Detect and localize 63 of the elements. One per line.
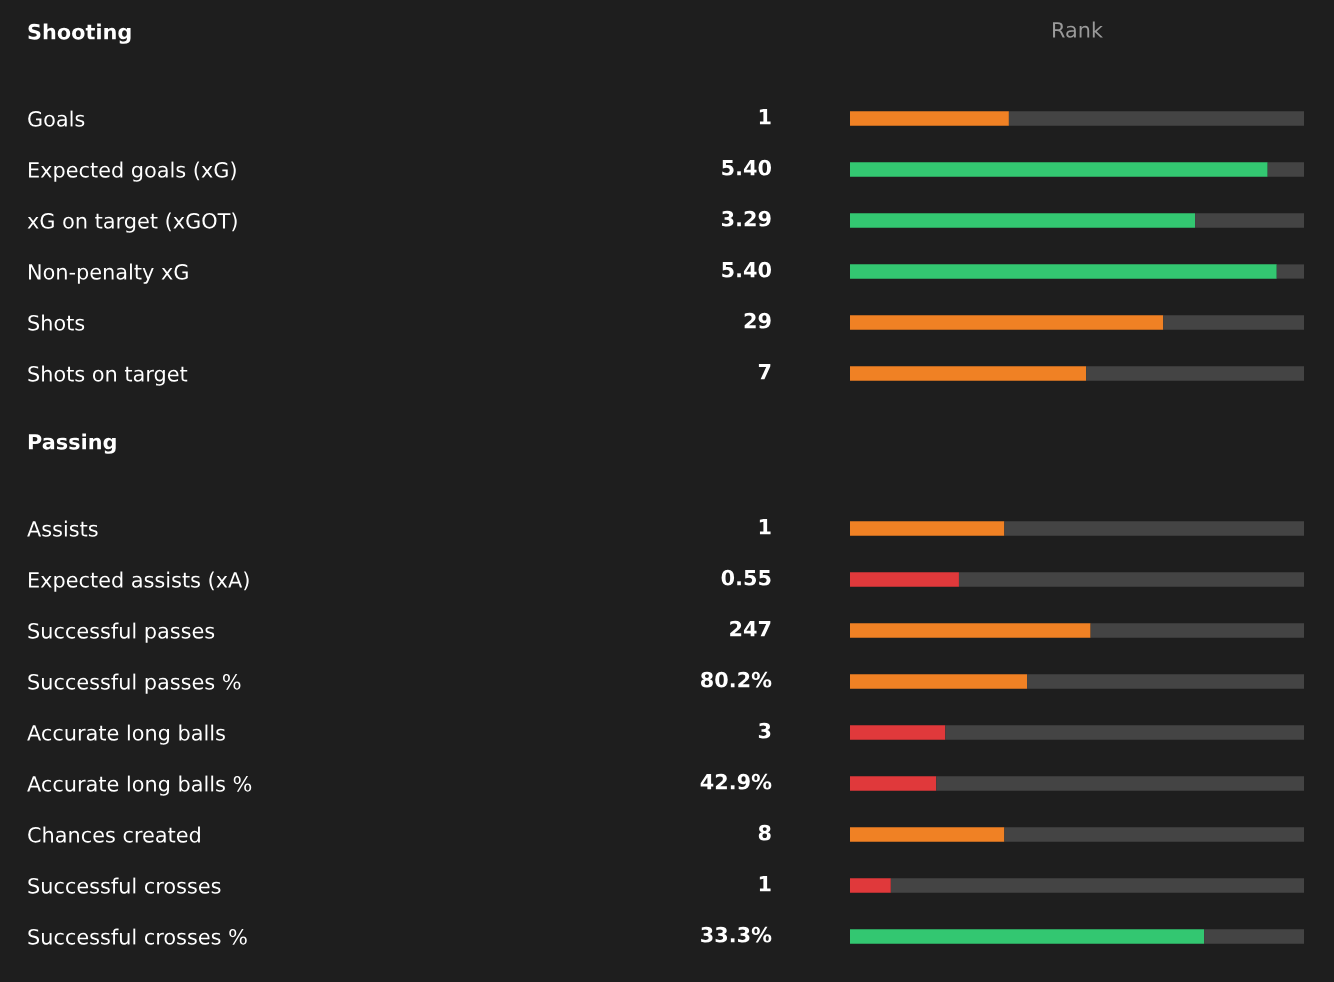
text: 29 (744, 312, 771, 329)
y-tick-label: Successful crosses % (28, 928, 247, 945)
y-tick-label: Non-penalty xG (29, 263, 188, 284)
text: 42.9% (700, 773, 772, 790)
bar (850, 572, 959, 587)
bar (1204, 929, 1304, 944)
y-tick-label: Assists (27, 520, 98, 537)
bar (1276, 264, 1304, 279)
y-tick-label: Successful passes (28, 622, 215, 643)
bar (850, 111, 1009, 126)
y-tick-label: Expected goals (xG) (29, 161, 236, 182)
bar (850, 315, 1164, 330)
y-tick-label: Successful crosses (28, 877, 221, 894)
x-axis-title: Rank (1053, 21, 1103, 38)
text: 5.40 (722, 261, 772, 278)
bar (1195, 213, 1304, 228)
bar (850, 213, 1196, 228)
bar (850, 521, 1005, 536)
text: 33.3% (701, 926, 772, 943)
text: 247 (730, 620, 771, 637)
text: Shooting (28, 23, 131, 44)
text: 3 (758, 722, 771, 739)
bar (850, 264, 1277, 279)
bar (850, 162, 1268, 177)
y-tick-label: Successful passes % (28, 673, 241, 694)
bar (850, 776, 937, 791)
bar (850, 878, 891, 893)
bar (850, 674, 1028, 689)
y-tick-label: xG on target (xGOT) (27, 212, 237, 233)
text: 1 (759, 109, 771, 125)
bar (958, 572, 1304, 587)
bar (890, 878, 1304, 893)
y-tick-label: Shots (28, 314, 85, 331)
bar (1008, 111, 1304, 126)
text: 7 (758, 364, 771, 380)
y-tick-label: Expected assists (xA) (29, 571, 249, 592)
text: 1 (759, 519, 771, 535)
text: 1 (759, 876, 771, 892)
bar (1086, 366, 1304, 381)
y-tick-label: Shots on target (28, 365, 188, 386)
text: 80.2% (701, 671, 772, 688)
bar (850, 929, 1205, 944)
text: 0.55 (721, 569, 771, 586)
text: 3.29 (721, 210, 771, 227)
text: 5.40 (722, 159, 772, 176)
text: Passing (28, 433, 116, 454)
bar (850, 366, 1087, 381)
bar (1163, 315, 1304, 330)
y-tick-label: Accurate long balls (27, 724, 225, 745)
bar (850, 827, 1005, 842)
bar (1027, 674, 1304, 689)
y-tick-label: Goals (28, 110, 85, 127)
bar (1004, 827, 1304, 842)
bar (1267, 162, 1304, 177)
bar (1090, 623, 1304, 638)
bar (850, 725, 946, 740)
bar (850, 623, 1091, 638)
bar (945, 725, 1304, 740)
bar (936, 776, 1304, 791)
y-tick-label: Accurate long balls % (27, 775, 252, 796)
text: 8 (758, 824, 771, 841)
bar (1004, 521, 1304, 536)
y-tick-label: Chances created (28, 826, 200, 843)
